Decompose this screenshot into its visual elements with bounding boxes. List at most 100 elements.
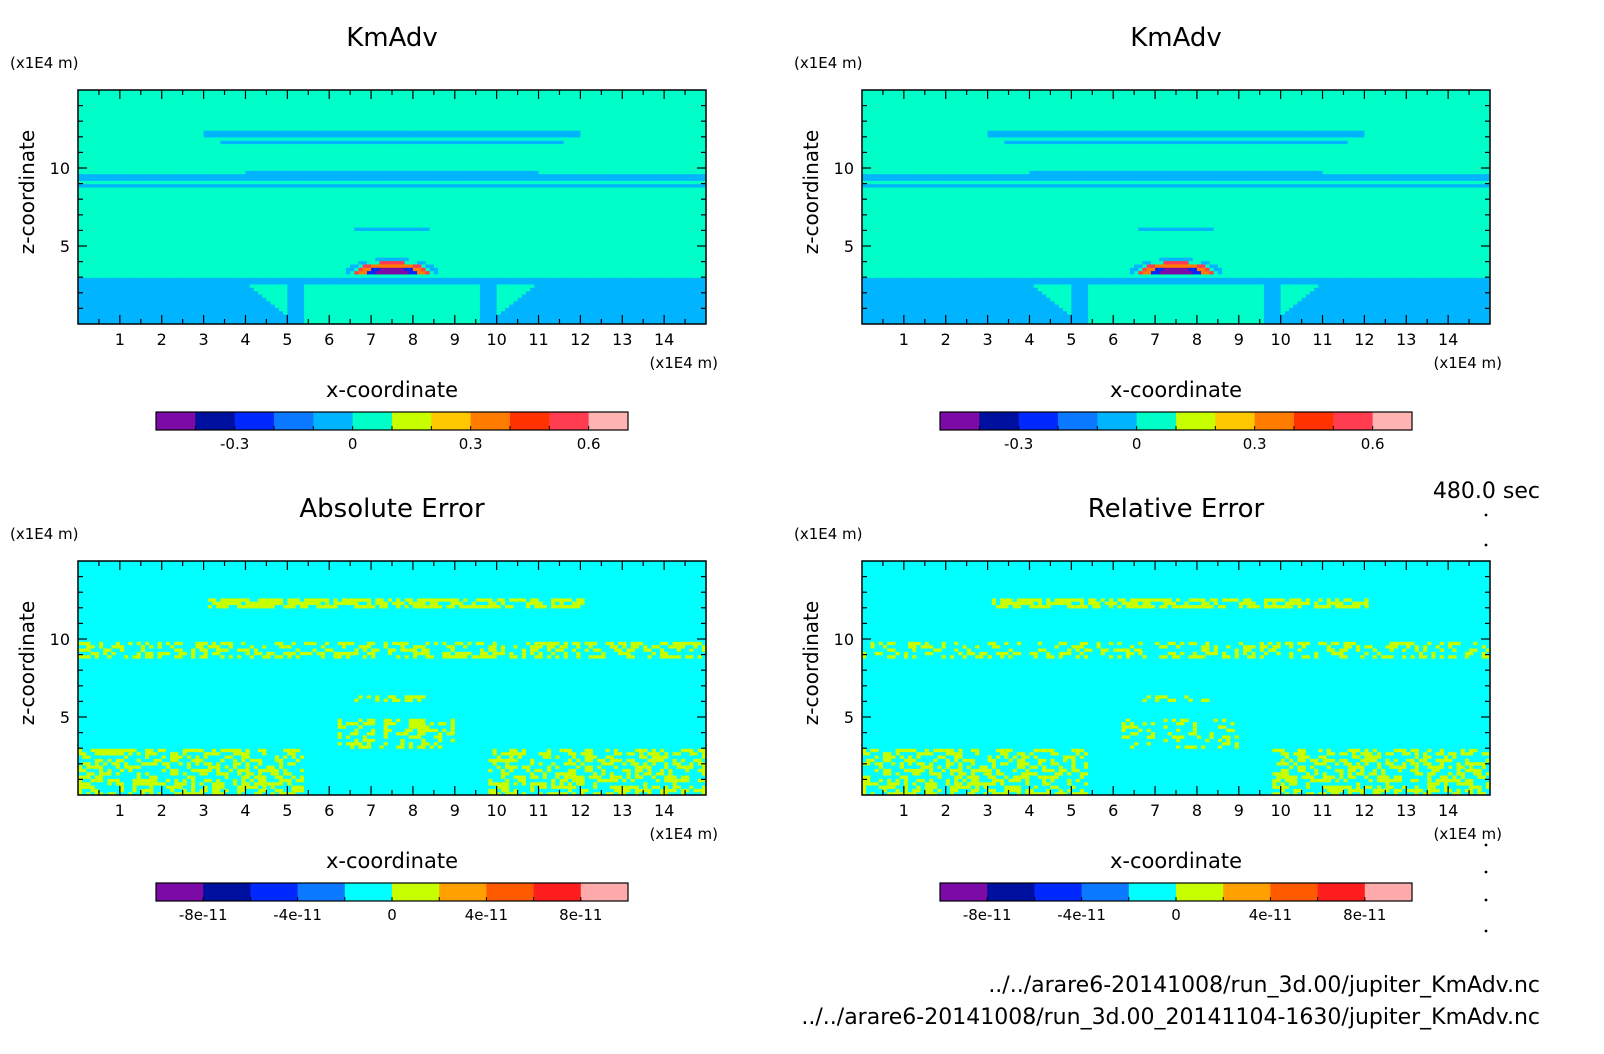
heatmap-cell — [111, 253, 117, 258]
heatmap-cell — [551, 290, 556, 295]
heatmap-cell — [207, 317, 213, 322]
heatmap-cell — [559, 277, 565, 282]
heatmap-cell — [509, 287, 515, 292]
heatmap-cell — [488, 267, 494, 272]
heatmap-cell — [639, 273, 644, 278]
heatmap-cell — [237, 217, 242, 221]
heatmap-cell — [170, 247, 175, 252]
heatmap-cell — [354, 213, 360, 218]
heatmap-cell — [655, 277, 661, 282]
heatmap-cell — [521, 277, 527, 282]
heatmap-cell — [153, 250, 159, 255]
heatmap-cell — [107, 243, 113, 248]
heatmap-cell — [149, 230, 154, 235]
heatmap-cell — [404, 310, 410, 315]
heatmap-cell — [546, 230, 552, 235]
heatmap-cell — [228, 210, 234, 215]
heatmap-cell — [601, 280, 607, 285]
heatmap-cell — [438, 230, 443, 235]
heatmap-cell — [115, 317, 121, 322]
heatmap-cell — [241, 307, 247, 312]
heatmap-cell — [161, 303, 167, 308]
heatmap-cell — [634, 230, 640, 235]
heatmap-cell — [463, 277, 468, 282]
heatmap-cell — [509, 223, 515, 228]
heatmap-cell — [492, 303, 498, 308]
heatmap-cell — [128, 263, 134, 268]
heatmap-cell — [312, 317, 318, 322]
heatmap-cell — [287, 227, 293, 231]
heatmap-cell — [86, 263, 92, 268]
heatmap-cell — [525, 227, 531, 231]
heatmap-cell — [316, 263, 322, 268]
heatmap-cell — [320, 247, 326, 252]
heatmap-cell — [697, 263, 703, 268]
heatmap-cell — [312, 290, 318, 295]
heatmap-cell — [241, 257, 247, 262]
heatmap-cell — [446, 283, 452, 288]
heatmap-cell — [605, 320, 611, 324]
heatmap-cell — [119, 300, 125, 305]
heatmap-cell — [383, 273, 389, 278]
heatmap-cell — [182, 217, 188, 221]
heatmap-cell — [149, 213, 154, 218]
heatmap-cell — [525, 303, 531, 308]
heatmap-cell — [111, 273, 117, 278]
heatmap-cell — [559, 260, 565, 265]
heatmap-cell — [291, 223, 297, 228]
heatmap-cell — [232, 243, 238, 248]
heatmap-cell — [345, 313, 351, 318]
heatmap-cell — [341, 297, 347, 302]
heatmap-cell — [680, 263, 686, 268]
heatmap-cell — [525, 310, 531, 315]
heatmap-cell — [278, 233, 284, 238]
heatmap-cell — [500, 290, 506, 295]
heatmap-cell — [450, 237, 456, 242]
heatmap-cell — [521, 297, 527, 302]
heatmap-cell — [119, 290, 125, 295]
heatmap-cell — [325, 277, 330, 282]
heatmap-cell — [366, 257, 372, 262]
heatmap-cell — [82, 217, 87, 221]
heatmap-cell — [299, 270, 305, 275]
heatmap-cell — [232, 320, 238, 324]
heatmap-cell — [446, 253, 452, 258]
heatmap-cell — [211, 273, 217, 278]
heatmap-cell — [345, 297, 351, 302]
heatmap-cell — [601, 317, 607, 322]
heatmap-cell — [90, 240, 96, 245]
heatmap-cell — [701, 283, 706, 288]
heatmap-cell — [651, 317, 657, 322]
heatmap-cell — [241, 243, 247, 248]
heatmap-cell — [379, 307, 385, 312]
heatmap-cell — [132, 293, 138, 298]
heatmap-cell — [676, 320, 682, 324]
heatmap-cell — [337, 293, 343, 298]
heatmap-cell — [572, 280, 577, 285]
heatmap-cell — [697, 290, 703, 295]
heatmap-cell — [270, 240, 276, 245]
heatmap-cell — [337, 313, 343, 318]
heatmap-cell — [371, 267, 376, 272]
heatmap-cell — [555, 277, 561, 282]
heatmap-cell — [278, 227, 284, 231]
heatmap-cell — [505, 220, 510, 225]
heatmap-cell — [433, 243, 439, 248]
heatmap-cell — [178, 283, 184, 288]
heatmap-cell — [672, 277, 678, 282]
heatmap-cell — [124, 210, 129, 215]
heatmap-cell — [659, 320, 665, 324]
heatmap-cell — [588, 273, 594, 278]
heatmap-cell — [525, 283, 531, 288]
heatmap-cell — [542, 237, 548, 242]
heatmap-cell — [345, 283, 351, 288]
heatmap-cell — [429, 287, 435, 292]
heatmap-cell — [157, 283, 163, 288]
heatmap-cell — [664, 313, 669, 318]
heatmap-cell — [90, 210, 96, 215]
heatmap-cell — [701, 313, 706, 318]
heatmap-cell — [609, 297, 615, 302]
heatmap-cell — [492, 240, 498, 245]
heatmap-cell — [664, 267, 669, 272]
heatmap-cell — [693, 267, 699, 272]
